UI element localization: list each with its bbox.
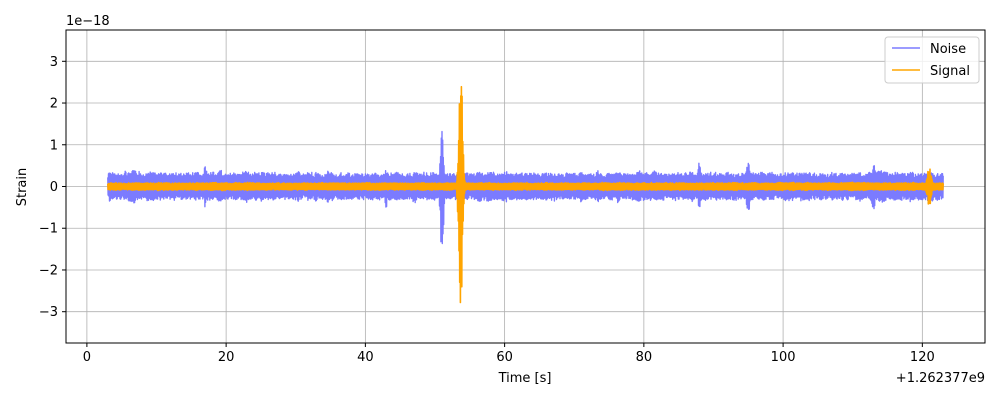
y-tick-label: 3 (50, 55, 58, 70)
y-axis-label: Strain (15, 168, 30, 207)
y-tick-label: −2 (39, 263, 58, 278)
legend-noise-label: Noise (930, 42, 966, 57)
y-scale-label: 1e−18 (66, 14, 110, 29)
series-line-noise (107, 130, 944, 245)
legend: Noise Signal (884, 36, 980, 84)
y-tick-label: 0 (50, 180, 58, 195)
y-tick-label: −3 (39, 305, 58, 320)
x-tick-label: 40 (357, 350, 374, 365)
series-layer (107, 85, 944, 304)
x-tick-label: 120 (910, 350, 935, 365)
y-tick-label: −1 (39, 222, 58, 237)
x-offset-label: +1.262377e9 (896, 371, 985, 386)
x-tick-label: 80 (636, 350, 653, 365)
x-tick-label: 20 (218, 350, 235, 365)
y-tick-label: 1 (50, 138, 58, 153)
y-tick-label: 2 (50, 97, 58, 112)
ticks: 0 20 40 60 80 100 120 −3 −2 −1 0 1 2 3 (39, 55, 935, 365)
x-tick-label: 100 (771, 350, 796, 365)
x-tick-label: 0 (83, 350, 91, 365)
x-tick-label: 60 (496, 350, 513, 365)
series-line-signal (107, 85, 944, 304)
x-axis-label: Time [s] (498, 371, 552, 386)
legend-signal-label: Signal (930, 64, 970, 79)
